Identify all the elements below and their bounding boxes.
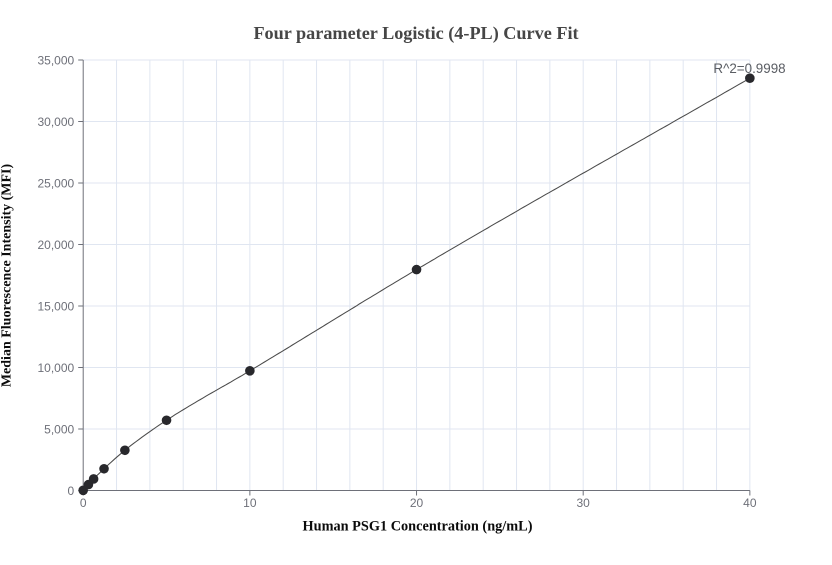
svg-text:40: 40	[743, 496, 757, 510]
svg-text:10,000: 10,000	[37, 361, 74, 375]
svg-text:5,000: 5,000	[44, 422, 74, 436]
svg-text:Median Fluorescence Intensity: Median Fluorescence Intensity (MFI)	[0, 164, 15, 388]
svg-text:30,000: 30,000	[37, 115, 74, 129]
svg-text:Human PSG1 Concentration (ng/m: Human PSG1 Concentration (ng/mL)	[303, 519, 533, 535]
svg-text:Four parameter Logistic (4-PL): Four parameter Logistic (4-PL) Curve Fit	[253, 23, 578, 44]
svg-text:35,000: 35,000	[37, 53, 74, 67]
svg-text:0: 0	[68, 484, 75, 498]
svg-text:10: 10	[243, 496, 257, 510]
svg-text:30: 30	[577, 496, 591, 510]
svg-text:R^2=0.9998: R^2=0.9998	[713, 61, 785, 76]
svg-text:15,000: 15,000	[37, 299, 74, 313]
svg-text:20: 20	[410, 496, 424, 510]
svg-text:20,000: 20,000	[37, 238, 74, 252]
svg-text:25,000: 25,000	[37, 176, 74, 190]
svg-text:0: 0	[80, 496, 87, 510]
